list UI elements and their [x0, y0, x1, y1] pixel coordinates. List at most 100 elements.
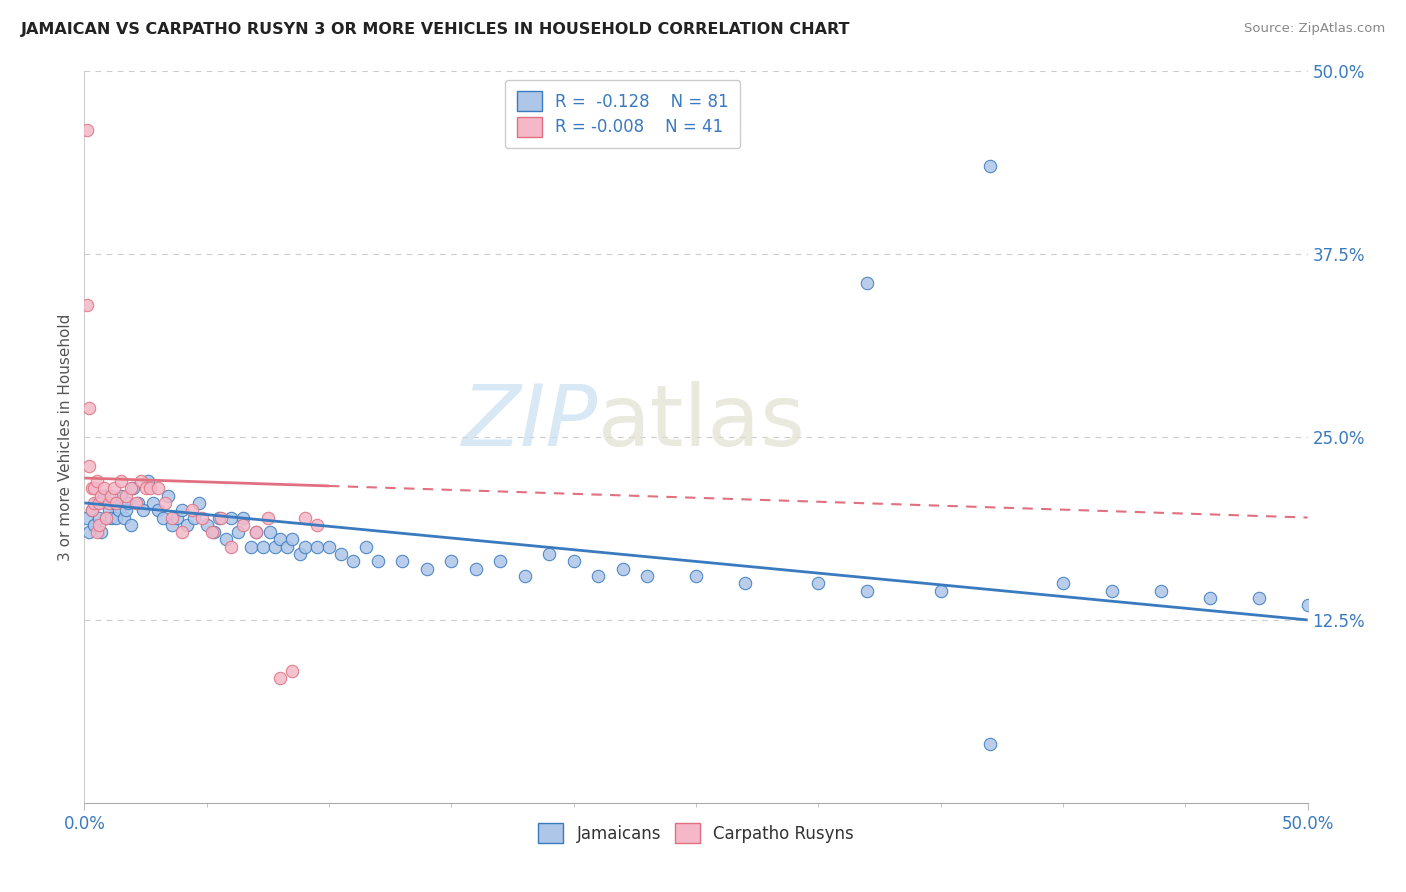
Point [120, 481, 142, 495]
Point [86, 496, 108, 510]
Point [538, 547, 561, 561]
Point [1247, 591, 1270, 605]
Point [129, 474, 152, 488]
Point [142, 496, 165, 510]
Point [215, 533, 238, 547]
Point [120, 517, 142, 532]
Point [929, 583, 952, 598]
Point [979, 737, 1001, 751]
Point [288, 547, 311, 561]
Point [856, 277, 879, 291]
Point [77, 459, 100, 474]
Point [176, 517, 198, 532]
Point [93, 489, 115, 503]
Point [97, 503, 120, 517]
Point [86, 474, 108, 488]
Point [103, 496, 125, 510]
Point [103, 481, 125, 495]
Point [135, 481, 157, 495]
Text: atlas: atlas [598, 381, 806, 464]
Point [209, 510, 232, 524]
Point [80, 503, 103, 517]
Point [1052, 576, 1074, 591]
Point [105, 496, 128, 510]
Point [195, 517, 218, 532]
Point [100, 489, 122, 503]
Point [228, 525, 250, 540]
Point [342, 554, 364, 568]
Point [136, 474, 159, 488]
Point [76, 123, 98, 137]
Text: ZIP: ZIP [461, 381, 598, 464]
Point [1346, 606, 1368, 620]
Point [281, 533, 304, 547]
Point [77, 525, 100, 540]
Point [110, 474, 132, 488]
Point [979, 160, 1001, 174]
Point [191, 510, 214, 524]
Legend: Jamaicans, Carpatho Rusyns: Jamaicans, Carpatho Rusyns [531, 817, 860, 849]
Point [83, 517, 105, 532]
Point [132, 503, 155, 517]
Point [146, 503, 169, 517]
Point [1296, 599, 1319, 613]
Point [117, 496, 139, 510]
Point [416, 562, 439, 576]
Point [305, 517, 328, 532]
Point [105, 510, 128, 524]
Point [76, 298, 98, 312]
Point [1101, 583, 1123, 598]
Point [612, 562, 634, 576]
Point [202, 525, 225, 540]
Point [856, 583, 879, 598]
Point [96, 510, 118, 524]
Point [110, 489, 132, 503]
Point [208, 510, 231, 524]
Point [305, 540, 328, 554]
Point [166, 510, 188, 524]
Point [97, 496, 120, 510]
Point [245, 525, 267, 540]
Point [115, 503, 138, 517]
Point [156, 489, 179, 503]
Point [107, 503, 129, 517]
Point [269, 672, 291, 686]
Point [86, 525, 108, 540]
Point [1198, 591, 1220, 605]
Point [354, 540, 377, 554]
Point [232, 517, 254, 532]
Point [80, 503, 103, 517]
Point [181, 503, 204, 517]
Point [489, 554, 512, 568]
Point [87, 510, 110, 524]
Point [257, 510, 280, 524]
Point [162, 517, 184, 532]
Point [330, 547, 353, 561]
Point [77, 401, 100, 415]
Point [586, 569, 609, 583]
Text: Source: ZipAtlas.com: Source: ZipAtlas.com [1244, 22, 1385, 36]
Point [685, 569, 707, 583]
Point [125, 496, 148, 510]
Point [153, 496, 176, 510]
Point [391, 554, 413, 568]
Point [200, 525, 222, 540]
Point [188, 496, 211, 510]
Point [139, 481, 162, 495]
Point [252, 540, 274, 554]
Point [90, 525, 112, 540]
Point [318, 540, 340, 554]
Point [264, 540, 287, 554]
Point [219, 540, 242, 554]
Point [115, 489, 138, 503]
Point [1395, 613, 1406, 627]
Point [562, 554, 585, 568]
Point [276, 540, 298, 554]
Point [513, 569, 536, 583]
Point [100, 510, 122, 524]
Point [636, 569, 658, 583]
Point [172, 503, 194, 517]
Point [122, 481, 145, 495]
Point [281, 664, 304, 678]
Point [112, 510, 135, 524]
